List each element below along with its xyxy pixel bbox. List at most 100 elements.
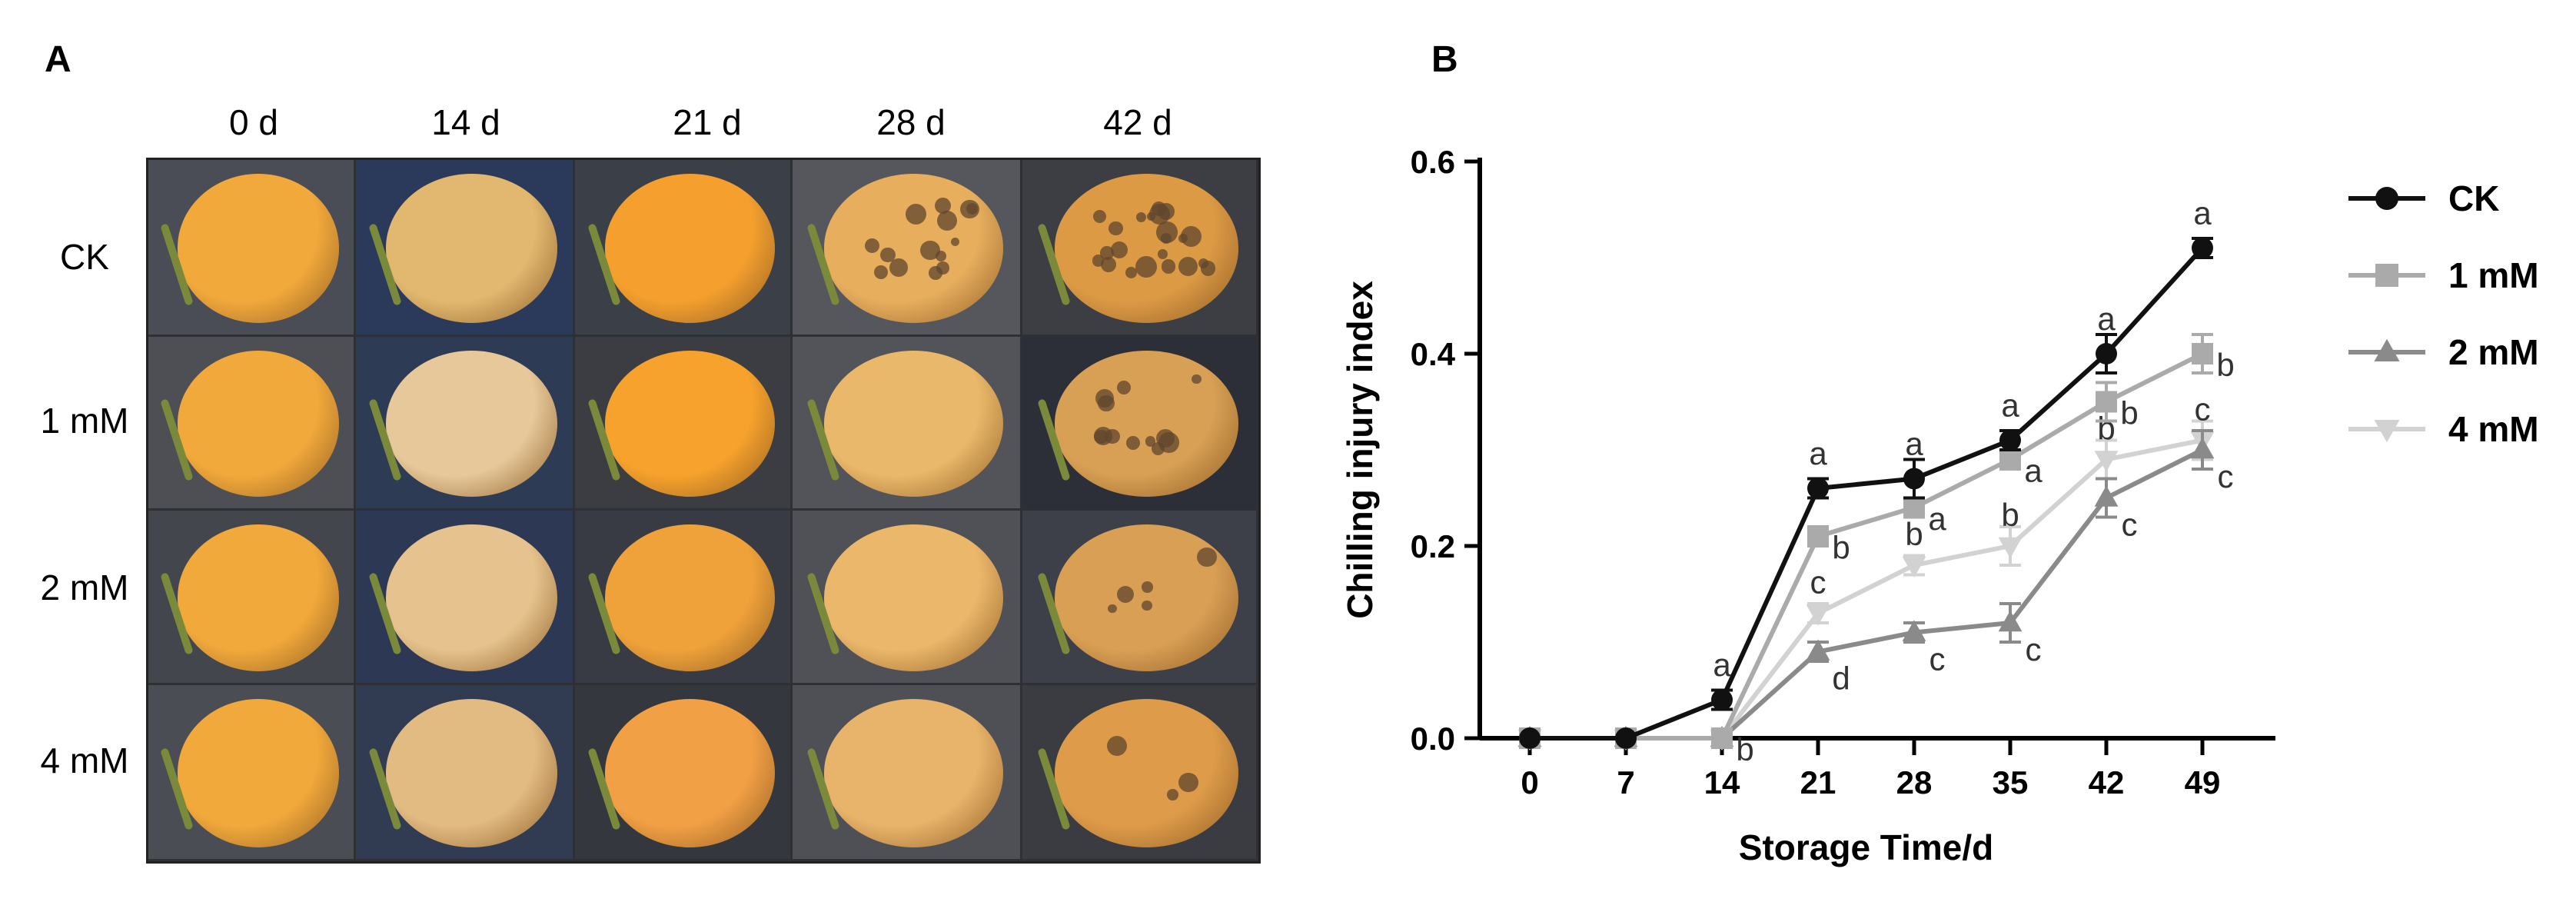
- x-tick-label: 14: [1704, 764, 1740, 800]
- chilling-spot: [880, 247, 896, 263]
- y-tick-label: 0.6: [1411, 144, 1455, 180]
- chilling-spot: [865, 238, 880, 254]
- chilling-spot: [1166, 788, 1178, 800]
- melon: [177, 524, 340, 671]
- significance-letter: a: [1905, 426, 1923, 462]
- chilling-spot: [1158, 432, 1180, 453]
- chilling-spot: [920, 240, 940, 261]
- series-line-2mm: [1530, 448, 2204, 741]
- data-point-4mm: [1902, 556, 1926, 578]
- column-header-28d: 28 d: [876, 102, 946, 142]
- row-header-ck: CK: [60, 237, 109, 277]
- data-point-ck: [1999, 429, 2021, 451]
- chilling-spot: [934, 198, 952, 215]
- chilling-spot: [966, 202, 978, 215]
- chilling-spot: [874, 265, 889, 280]
- melon-photo-ck-28d: [793, 160, 1020, 335]
- melon-photo-2mm-28d: [793, 511, 1020, 683]
- melon-photo-1mm-0d: [148, 337, 354, 508]
- melon-photo-1mm-14d: [356, 337, 573, 508]
- significance-letter: d: [1832, 661, 1850, 697]
- y-tick-label: 0.2: [1411, 528, 1455, 564]
- data-point-ck: [1615, 727, 1637, 749]
- melon-photo-2mm-42d: [1022, 511, 1256, 683]
- melon: [1054, 351, 1239, 497]
- chilling-spot: [1142, 600, 1152, 611]
- melon-photo-2mm-14d: [356, 511, 573, 683]
- melon-photo-4mm-14d: [356, 685, 573, 859]
- melon-photo-4mm-28d: [793, 685, 1020, 859]
- significance-letter: b: [1905, 516, 1923, 552]
- chilling-spot: [936, 210, 958, 231]
- chilling-spot: [1197, 547, 1217, 568]
- chilling-spot: [1111, 241, 1128, 259]
- significance-letter: c: [1930, 641, 1946, 677]
- y-tick-label: 0.4: [1411, 336, 1456, 372]
- chilling-spot: [1093, 427, 1112, 446]
- legend-marker-ck: [2375, 187, 2398, 210]
- data-point-4mm: [1806, 604, 1830, 626]
- chilling-spot: [1108, 221, 1123, 236]
- significance-letter: a: [2193, 195, 2212, 231]
- chilling-spot: [928, 266, 942, 280]
- chilling-spot: [1095, 388, 1114, 408]
- data-point-2mm: [1902, 620, 1926, 641]
- significance-letter: a: [1928, 501, 1946, 537]
- melon: [177, 699, 340, 847]
- chilling-spot: [951, 237, 960, 247]
- data-point-1mm: [1807, 525, 1829, 548]
- chilling-spot: [1160, 233, 1172, 245]
- melon: [1054, 699, 1239, 847]
- significance-letter: a: [2024, 453, 2043, 489]
- melon: [1054, 174, 1239, 323]
- melon-photo-ck-21d: [575, 160, 790, 335]
- y-axis-label: Chilling injury index: [1340, 281, 1380, 619]
- melon: [1054, 524, 1239, 671]
- row-header-1mm: 1 mM: [40, 401, 129, 441]
- chilling-spot: [1108, 604, 1117, 614]
- chilling-spot: [1125, 266, 1138, 278]
- legend-marker-4mm: [2374, 420, 2400, 443]
- melon: [177, 174, 340, 323]
- data-point-2mm: [2190, 437, 2215, 459]
- chilling-spot: [1149, 204, 1170, 225]
- chilling-spot: [1101, 257, 1117, 273]
- data-point-1mm: [1711, 727, 1733, 749]
- chilling-spot: [1126, 436, 1140, 451]
- data-point-ck: [1519, 727, 1541, 749]
- chilling-spot: [1116, 585, 1134, 603]
- data-point-1mm: [2192, 343, 2213, 364]
- legend-label-1mm: 1 mM: [2448, 255, 2539, 295]
- melon: [386, 351, 557, 497]
- x-tick-label: 28: [1896, 764, 1933, 800]
- data-point-1mm: [1999, 448, 2021, 471]
- melon: [386, 699, 557, 847]
- chart-legend: CK 1 mM 2 mM 4 mM: [2348, 178, 2539, 449]
- melon: [605, 351, 775, 497]
- chilling-spot: [906, 204, 927, 225]
- significance-letter: b: [1832, 530, 1850, 566]
- data-point-ck: [2096, 343, 2117, 364]
- melon-photo-2mm-0d: [148, 511, 354, 683]
- significance-letter: b: [2001, 497, 2019, 533]
- significance-letter: a: [1713, 647, 1731, 683]
- melon: [177, 351, 340, 497]
- column-header-14d: 14 d: [431, 102, 500, 142]
- chilling-spot: [1135, 255, 1157, 278]
- significance-letter: b: [1736, 731, 1753, 767]
- x-tick-label: 7: [1617, 764, 1634, 800]
- significance-letter: c: [2122, 507, 2138, 543]
- melon: [605, 174, 775, 323]
- chilling-spot: [1178, 772, 1198, 793]
- chilling-spot: [1192, 374, 1202, 384]
- series-line-ck: [1530, 246, 2205, 741]
- chilling-spot: [1092, 209, 1106, 223]
- legend-label-2mm: 2 mM: [2448, 332, 2539, 372]
- column-header-42d: 42 d: [1103, 102, 1172, 142]
- melon: [823, 351, 1004, 497]
- data-point-ck: [1807, 478, 1829, 499]
- significance-letter: c: [2195, 391, 2211, 428]
- significance-letter: b: [2216, 347, 2234, 383]
- significance-letter: a: [1809, 435, 1827, 471]
